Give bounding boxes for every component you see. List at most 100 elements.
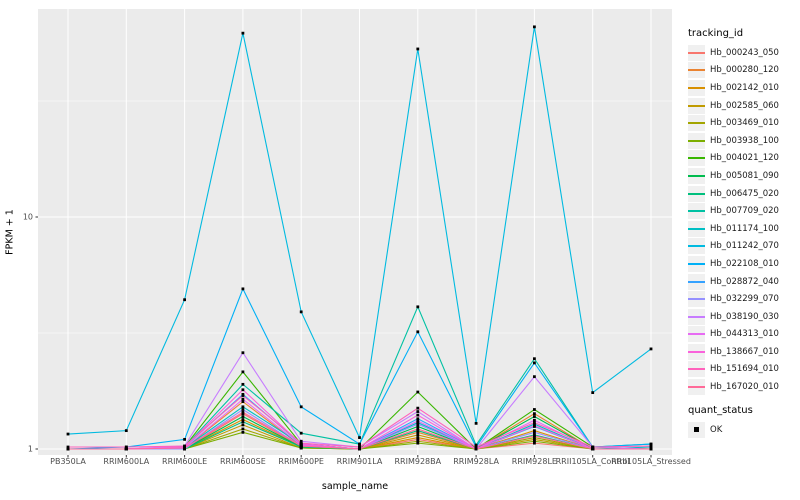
legend-item: Hb_002585_060 (688, 97, 800, 115)
data-point (416, 430, 420, 434)
data-point (416, 436, 420, 439)
legend-item-label: Hb_011174_100 (710, 223, 779, 234)
data-point (533, 437, 536, 441)
data-point (533, 430, 536, 434)
data-point (533, 412, 536, 416)
data-point (183, 446, 186, 450)
data-point (533, 408, 536, 411)
legend-key (688, 308, 705, 325)
data-point (358, 445, 361, 449)
x-tick-label: RRIM600SE (220, 457, 266, 466)
legend-key (688, 326, 705, 343)
data-point (533, 434, 536, 438)
data-point (241, 397, 245, 401)
legend-item: Hb_022108_010 (688, 255, 800, 273)
legend-swatch-line (688, 174, 705, 177)
legend-item: Hb_028872_040 (688, 273, 800, 291)
legend-item: Hb_006475_020 (688, 185, 800, 203)
legend-key (688, 361, 705, 378)
data-point (649, 347, 653, 351)
data-point (66, 432, 70, 436)
data-point (416, 419, 420, 423)
data-point (66, 445, 70, 449)
legend-item-label: Hb_138667_010 (710, 346, 779, 357)
legend-key (688, 62, 705, 79)
legend-swatch-line (688, 86, 705, 89)
legend-key (688, 167, 705, 184)
data-point (474, 445, 478, 449)
legend-item: Hb_003938_100 (688, 132, 800, 150)
data-point (241, 382, 245, 386)
ok-point-icon (694, 427, 699, 432)
data-point (533, 375, 536, 379)
data-point (533, 441, 536, 445)
legend-key (688, 132, 705, 149)
legend-swatch-line (688, 122, 705, 125)
data-point (474, 443, 478, 447)
data-point (474, 421, 478, 425)
data-point (241, 351, 245, 355)
legend-item: Hb_005081_090 (688, 167, 800, 185)
legend-item-label: Hb_000243_050 (710, 47, 779, 58)
legend-swatch-line (688, 350, 705, 353)
data-point (416, 413, 420, 417)
data-point (241, 410, 245, 414)
legend-item: Hb_044313_010 (688, 326, 800, 344)
data-point (416, 429, 420, 433)
legend-item: Hb_011174_100 (688, 220, 800, 238)
legend-key (688, 343, 705, 360)
x-tick-label: RRIM901LA (336, 457, 383, 466)
data-point (299, 439, 303, 443)
data-point (241, 418, 245, 421)
legend-item-label: Hb_000280_120 (710, 65, 779, 76)
legend-item-label: OK (710, 424, 723, 435)
legend-swatch-line (688, 386, 705, 389)
data-point (416, 410, 420, 413)
legend-item: Hb_007709_020 (688, 202, 800, 220)
data-point (533, 439, 536, 443)
legend-item-label: Hb_002142_010 (710, 82, 779, 93)
legend-item-label: Hb_167020_010 (710, 382, 779, 393)
data-point (533, 421, 536, 424)
legend-tracking-items: Hb_000243_050 Hb_000280_120 Hb_002142_010 H… (688, 44, 800, 396)
data-point (533, 415, 536, 418)
data-point (124, 445, 128, 449)
y-tick-label: 1 (27, 444, 33, 454)
data-point (533, 418, 536, 422)
data-point (416, 433, 420, 437)
data-point (241, 412, 245, 416)
data-point (241, 415, 245, 418)
legend-item: Hb_011242_070 (688, 238, 800, 256)
legend-item-label: Hb_044313_010 (710, 329, 779, 340)
data-point (533, 361, 536, 365)
data-point (591, 445, 595, 449)
data-point (183, 444, 186, 448)
legend-item-label: Hb_151694_010 (710, 364, 779, 375)
legend-item: Hb_038190_030 (688, 308, 800, 326)
data-point (416, 330, 420, 334)
legend-item-label: Hb_028872_040 (710, 276, 779, 287)
panel-background (38, 9, 672, 455)
data-point (649, 447, 653, 451)
x-tick-label: RRII105LA_Stressed (611, 457, 691, 466)
legend-item-label: Hb_004021_120 (710, 153, 779, 164)
x-tick-label: RRIM600PE (278, 457, 324, 466)
data-point (241, 31, 245, 35)
data-point (533, 357, 536, 361)
legend-swatch-line (688, 280, 705, 283)
data-point (241, 423, 245, 427)
legend-swatch-line (688, 104, 705, 107)
x-tick-label: RRIM928LA (453, 457, 499, 466)
data-point (416, 47, 420, 51)
x-tick-label: RRIM600LE (162, 457, 208, 466)
legend-key (688, 97, 705, 114)
data-point (299, 431, 303, 435)
legend-title-quant-status: quant_status (688, 404, 753, 416)
data-point (241, 394, 245, 397)
data-point (299, 405, 303, 409)
legend-swatch-line (688, 157, 705, 160)
legend-swatch-line (688, 51, 705, 54)
legend-key (688, 255, 705, 272)
legend-key (688, 44, 705, 61)
data-point (416, 305, 420, 309)
